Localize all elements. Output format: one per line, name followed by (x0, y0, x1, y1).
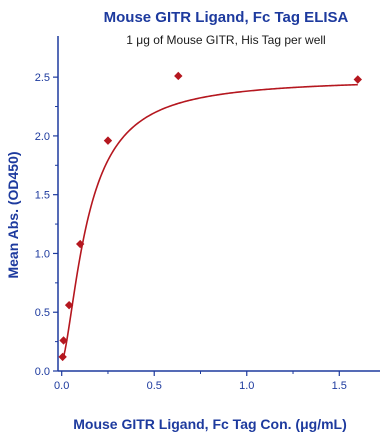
x-tick-label: 1.0 (239, 380, 254, 392)
x-tick-label: 1.5 (332, 380, 347, 392)
chart-subtitle: 1 μg of Mouse GITR, His Tag per well (126, 33, 325, 47)
y-tick-label: 1.0 (35, 248, 50, 260)
fit-curve (61, 83, 358, 361)
y-tick-label: 2.0 (35, 131, 50, 143)
data-point (64, 300, 74, 310)
data-point (353, 75, 362, 84)
chart-title: Mouse GITR Ligand, Fc Tag ELISA (104, 9, 349, 26)
data-point (103, 136, 113, 145)
y-tick-label: 0.0 (35, 366, 50, 378)
y-tick-label: 2.5 (35, 72, 50, 84)
x-tick-label: 0.5 (147, 380, 162, 392)
y-axis-label: Mean Abs. (OD450) (5, 151, 21, 278)
data-point (59, 336, 68, 345)
data-point (174, 71, 183, 81)
data-point (76, 239, 85, 249)
y-tick-label: 1.5 (35, 190, 50, 202)
y-tick-label: 0.5 (35, 307, 50, 319)
y-ticks: 0.0 0.5 1.0 1.5 2.0 2.5 (35, 72, 58, 378)
axes (57, 36, 380, 372)
x-tick-label: 0.0 (54, 380, 69, 392)
x-ticks: 0.0 0.5 1.0 1.5 (54, 371, 347, 392)
x-axis-label: Mouse GITR Ligand, Fc Tag Con. (μg/mL) (73, 416, 347, 432)
data-points (58, 71, 362, 362)
data-point (58, 352, 67, 362)
